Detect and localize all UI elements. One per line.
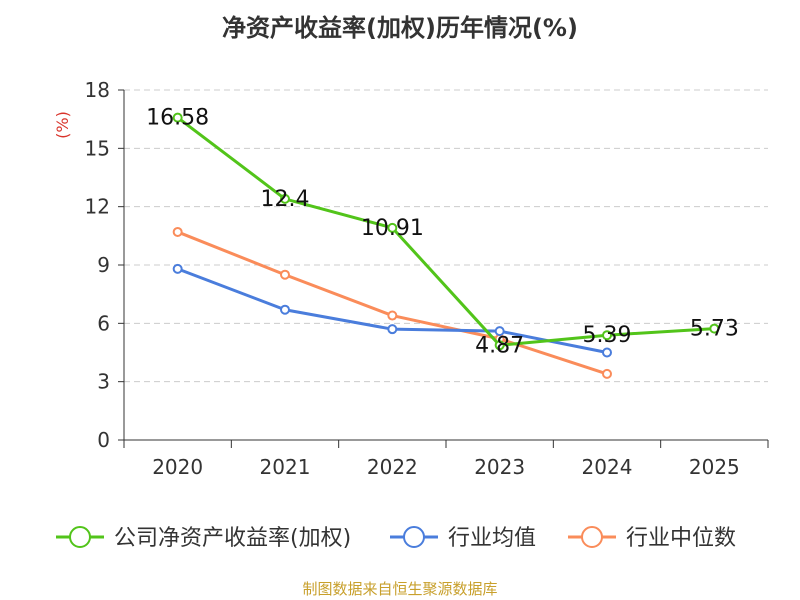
y-tick-label: 0 [97, 428, 110, 452]
data-label: 16.58 [146, 106, 209, 131]
data-point [280, 269, 290, 280]
data-label: 4.87 [475, 333, 524, 358]
legend-marker [581, 526, 603, 548]
x-tick-label: 2020 [152, 455, 203, 479]
y-tick-label: 12 [85, 195, 110, 219]
series-line-0 [176, 116, 715, 347]
chart-title: 净资产收益率(加权)历年情况(%) [222, 14, 578, 42]
x-tick-label: 2023 [474, 455, 525, 479]
data-point [172, 226, 183, 237]
x-tick-label: 2021 [260, 455, 311, 479]
legend-label: 公司净资产收益率(加权) [114, 526, 351, 551]
y-axis-label: (%) [53, 111, 72, 139]
data-point [602, 347, 612, 358]
legend-marker [69, 526, 91, 548]
y-tick-label: 18 [85, 78, 110, 102]
y-tick-label: 3 [97, 370, 110, 394]
data-source-note: 制图数据来自恒生聚源数据库 [302, 580, 498, 598]
data-point [709, 323, 720, 334]
data-label: 5.39 [583, 323, 632, 348]
legend-label: 行业均值 [448, 526, 536, 551]
x-tick-label: 2025 [689, 455, 740, 479]
series-line-2 [177, 230, 608, 376]
axes: 0 3 6 9 12 15 18 (%) 2020 2021 2022 2023 2024 2025 [53, 78, 769, 479]
x-tick-label: 2022 [367, 455, 418, 479]
data-label: 12.4 [261, 187, 310, 212]
data-point [172, 112, 183, 123]
data-labels: 16.58 12.4 10.91 4.87 5.39 5.73 [146, 106, 739, 359]
legend: 公司净资产收益率(加权) 行业均值 行业中位数 [56, 526, 736, 551]
data-point [494, 326, 505, 337]
data-point [172, 263, 183, 274]
data-point [387, 324, 398, 335]
y-tick-label: 15 [85, 136, 110, 160]
data-point [494, 340, 505, 351]
legend-label: 行业中位数 [626, 526, 736, 551]
grid-lines [124, 89, 768, 383]
legend-marker [403, 526, 425, 548]
data-label: 5.73 [690, 317, 739, 342]
data-point [387, 222, 398, 233]
data-label: 10.91 [361, 216, 424, 241]
data-point [602, 330, 612, 341]
data-point [280, 193, 290, 204]
data-point [602, 368, 612, 379]
x-tick-label: 2024 [582, 455, 633, 479]
series-lines [172, 112, 720, 379]
y-tick-label: 9 [97, 253, 110, 277]
y-tick-label: 6 [97, 311, 110, 335]
data-point [387, 310, 398, 321]
data-point [280, 304, 290, 315]
